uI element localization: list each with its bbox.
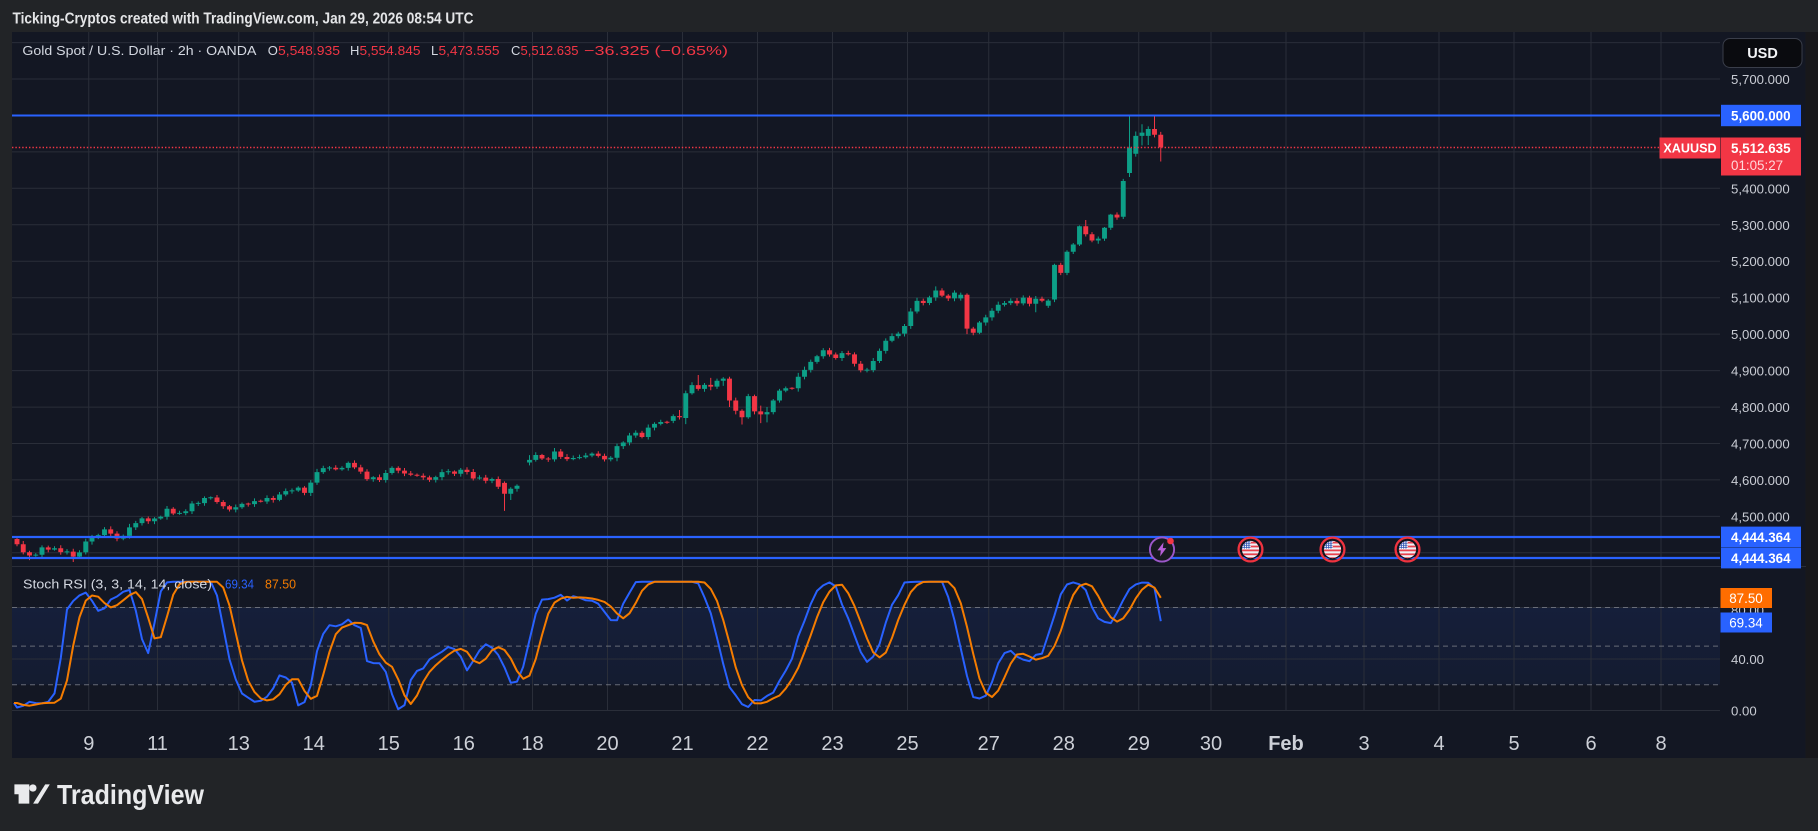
svg-text:6: 6 xyxy=(1585,733,1596,755)
svg-text:5,200.000: 5,200.000 xyxy=(1731,254,1790,269)
svg-text:H: H xyxy=(350,43,359,58)
svg-text:5,512.635: 5,512.635 xyxy=(521,43,579,58)
svg-text:Gold Spot / U.S. Dollar · 2h ·: Gold Spot / U.S. Dollar · 2h · OANDA xyxy=(22,43,256,58)
svg-text:15: 15 xyxy=(378,733,400,755)
svg-text:5,000.000: 5,000.000 xyxy=(1731,327,1790,342)
svg-text:5,100.000: 5,100.000 xyxy=(1731,291,1790,306)
svg-text:25: 25 xyxy=(896,733,918,755)
svg-text:01:05:27: 01:05:27 xyxy=(1731,158,1783,173)
svg-text:4,600.000: 4,600.000 xyxy=(1731,473,1790,488)
svg-text:−36.325 (−0.65%): −36.325 (−0.65%) xyxy=(584,43,728,58)
svg-text:21: 21 xyxy=(671,733,693,755)
svg-text:69.34: 69.34 xyxy=(225,577,254,592)
svg-text:4: 4 xyxy=(1433,733,1444,755)
svg-text:5,548.935: 5,548.935 xyxy=(278,43,340,58)
svg-text:Feb: Feb xyxy=(1268,733,1304,755)
svg-text:TradingView: TradingView xyxy=(57,779,205,810)
svg-text:5,400.000: 5,400.000 xyxy=(1731,181,1790,196)
svg-text:8: 8 xyxy=(1655,733,1666,755)
svg-text:40.00: 40.00 xyxy=(1731,652,1764,667)
svg-text:28: 28 xyxy=(1053,733,1075,755)
svg-text:4,900.000: 4,900.000 xyxy=(1731,364,1790,379)
svg-text:9: 9 xyxy=(83,733,94,755)
svg-text:23: 23 xyxy=(821,733,843,755)
svg-text:18: 18 xyxy=(521,733,543,755)
svg-text:22: 22 xyxy=(746,733,768,755)
svg-text:14: 14 xyxy=(303,733,325,755)
svg-text:5,554.845: 5,554.845 xyxy=(360,43,421,58)
svg-text:4,444.364: 4,444.364 xyxy=(1731,530,1791,545)
svg-text:Ticking-Cryptos created with T: Ticking-Cryptos created with TradingView… xyxy=(13,11,474,28)
svg-text:XAUUSD: XAUUSD xyxy=(1663,142,1716,156)
svg-text:4,500.000: 4,500.000 xyxy=(1731,509,1790,524)
svg-text:5: 5 xyxy=(1508,733,1519,755)
svg-text:87.50: 87.50 xyxy=(1729,591,1763,606)
svg-text:0.00: 0.00 xyxy=(1731,704,1757,719)
svg-text:27: 27 xyxy=(978,733,1000,755)
svg-text:Stoch RSI (3, 3, 14, 14, close: Stoch RSI (3, 3, 14, 14, close) xyxy=(23,577,212,592)
svg-text:16: 16 xyxy=(453,733,475,755)
svg-text:O: O xyxy=(268,43,278,58)
svg-text:11: 11 xyxy=(147,733,168,755)
svg-text:5,512.635: 5,512.635 xyxy=(1731,141,1791,156)
svg-text:L: L xyxy=(431,43,438,58)
svg-text:4,800.000: 4,800.000 xyxy=(1731,400,1790,415)
svg-text:29: 29 xyxy=(1128,733,1150,755)
svg-text:20: 20 xyxy=(596,733,618,755)
svg-text:5,700.000: 5,700.000 xyxy=(1731,72,1790,87)
svg-text:5,300.000: 5,300.000 xyxy=(1731,218,1790,233)
svg-text:5,473.555: 5,473.555 xyxy=(439,43,500,58)
svg-text:USD: USD xyxy=(1747,46,1778,62)
svg-text:13: 13 xyxy=(228,733,250,755)
svg-text:4,700.000: 4,700.000 xyxy=(1731,437,1790,452)
svg-text:3: 3 xyxy=(1358,733,1369,755)
svg-text:4,444.364: 4,444.364 xyxy=(1731,551,1791,566)
svg-text:69.34: 69.34 xyxy=(1729,616,1763,631)
svg-text:87.50: 87.50 xyxy=(265,577,296,592)
svg-text:C: C xyxy=(511,43,520,58)
svg-text:5,600.000: 5,600.000 xyxy=(1731,109,1791,124)
svg-text:30: 30 xyxy=(1200,733,1222,755)
